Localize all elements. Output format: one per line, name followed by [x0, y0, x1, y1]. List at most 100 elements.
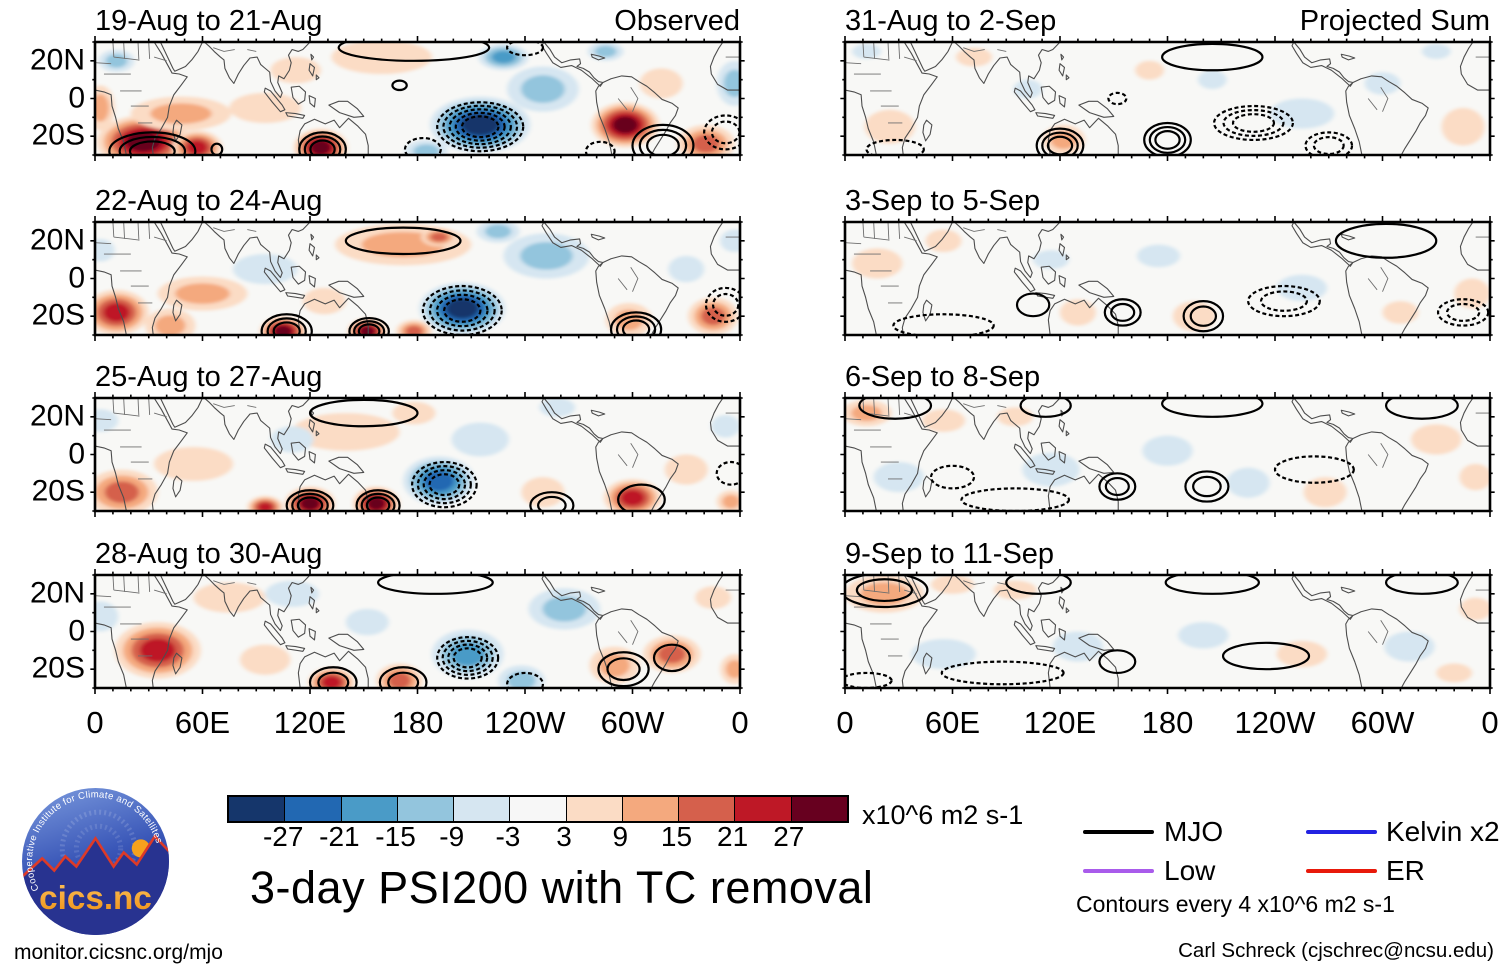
map-panel-proj-4: 9-Sep to 11-Sep [840, 538, 1495, 695]
legend-contour-note: Contours every 4 x10^6 m2 s-1 [1076, 891, 1395, 917]
axis-ticks [90, 35, 745, 162]
y-axis-labels: 20N 0 20S [3, 398, 85, 511]
contour-layer [841, 571, 1457, 688]
contour-layer [859, 390, 1457, 511]
colorbar-swatch [454, 797, 511, 821]
shading-layer [95, 222, 740, 335]
map-frame [95, 575, 740, 688]
figure-title: 3-day PSI200 with TC removal [250, 862, 874, 913]
contour-layer [287, 400, 746, 521]
panel-title: 28-Aug to 30-Aug [95, 538, 323, 570]
colorbar-swatch [735, 797, 792, 821]
footer-url: monitor.cicsnc.org/mjo [14, 941, 223, 964]
panel-title: 19-Aug to 21-Aug [95, 5, 323, 37]
panel-header: 25-Aug to 27-Aug [95, 360, 740, 394]
legend-label-kelvin: Kelvin x2 [1386, 816, 1500, 847]
y-tick-label: 0 [68, 436, 85, 470]
map-canvas [90, 568, 745, 695]
panel-header: 6-Sep to 8-Sep [845, 360, 1490, 394]
x-tick-label: 0 [731, 705, 749, 740]
map-frame [95, 398, 740, 511]
y-axis-labels: 20N 0 20S [3, 42, 85, 155]
x-tick-label: 60E [924, 705, 981, 740]
map-panel-obs-3: 25-Aug to 27-Aug 20N 0 20S [30, 361, 745, 518]
x-tick-label: 120E [1023, 705, 1097, 740]
coastlines [95, 222, 740, 335]
x-tick-label: 120W [484, 705, 566, 740]
map-canvas [90, 391, 745, 518]
colorbar-labels: -27 -21 -15 -9 -3 3 9 15 21 27 [227, 821, 845, 853]
panel-column-tag: Projected Sum [1299, 5, 1490, 37]
map-panel-proj-2: 3-Sep to 5-Sep [840, 185, 1495, 342]
legend-line-er [1306, 869, 1377, 873]
colorbar-swatch [791, 797, 847, 821]
map-frame [845, 222, 1490, 335]
y-tick-label: 20S [31, 651, 85, 685]
map-panel-proj-3: 6-Sep to 8-Sep [840, 361, 1495, 518]
map-panel-obs-1: 19-Aug to 21-Aug Observed 20N 0 20S [30, 5, 745, 162]
y-tick-label: 0 [68, 80, 85, 114]
colorbar-tick-label: 3 [556, 821, 572, 852]
axis-ticks [90, 215, 745, 342]
map-frame [95, 42, 740, 155]
y-tick-label: 0 [68, 260, 85, 294]
contour-layer [867, 44, 1353, 163]
coastlines [845, 42, 1490, 155]
cicsnc-logo: cics.nc Cooperative Institute for Climat… [22, 788, 169, 935]
map-canvas [840, 391, 1495, 518]
coastlines [845, 575, 1490, 688]
coastlines [95, 42, 740, 155]
axis-ticks [90, 568, 745, 695]
coastlines [95, 575, 740, 688]
contour-layer [109, 34, 747, 170]
x-tick-label: 60W [1350, 705, 1415, 740]
map-frame [845, 42, 1490, 155]
coastlines [845, 398, 1490, 511]
x-tick-label: 60E [174, 705, 231, 740]
colorbar-tick-label: 15 [660, 821, 693, 852]
map-background [845, 42, 1490, 155]
colorbar-tick-label: -3 [495, 821, 521, 852]
map-frame [845, 398, 1490, 511]
y-axis-labels: 20N 0 20S [3, 575, 85, 688]
footer-credit: Carl Schreck (cjschrec@ncsu.edu) [1178, 939, 1494, 962]
axis-ticks [840, 391, 1495, 518]
colorbar-swatch [397, 797, 455, 821]
panel-header: 9-Sep to 11-Sep [845, 537, 1490, 571]
map-canvas [840, 215, 1495, 342]
x-axis-left: 0 60E 120E 180 120W 60W 0 [86, 705, 748, 741]
map-canvas [840, 568, 1495, 695]
panel-title: 9-Sep to 11-Sep [845, 538, 1055, 570]
map-panel-proj-1: 31-Aug to 2-Sep Projected Sum [840, 5, 1495, 162]
map-panel-obs-2: 22-Aug to 24-Aug 20N 0 20S [30, 185, 745, 342]
colorbar-tick-label: 9 [612, 821, 629, 852]
axis-ticks [840, 215, 1495, 342]
panel-title: 22-Aug to 24-Aug [95, 185, 323, 217]
x-tick-label: 0 [1481, 705, 1499, 740]
x-tick-label: 120W [1234, 705, 1316, 740]
colorbar-swatch [622, 797, 680, 821]
axis-ticks [90, 391, 745, 518]
x-tick-label: 120E [273, 705, 347, 740]
axis-ticks [840, 568, 1495, 695]
y-tick-label: 20N [29, 399, 85, 433]
map-canvas [90, 35, 745, 162]
panel-column-tag: Observed [614, 5, 740, 37]
legend-line-kelvin [1306, 830, 1377, 834]
x-tick-label: 60W [600, 705, 665, 740]
y-tick-label: 20N [29, 576, 85, 610]
y-tick-label: 20S [31, 298, 85, 332]
y-tick-label: 20N [29, 223, 85, 257]
panel-header: 28-Aug to 30-Aug [95, 537, 740, 571]
axis-ticks [840, 35, 1495, 162]
shading-layer [845, 575, 1490, 683]
map-canvas [90, 215, 745, 342]
panel-header: 31-Aug to 2-Sep Projected Sum [845, 4, 1490, 38]
shading-layer [852, 43, 1485, 155]
y-tick-label: 20S [31, 474, 85, 508]
coastlines [95, 398, 740, 511]
legend-line-low [1083, 869, 1154, 873]
y-tick-label: 0 [68, 613, 85, 647]
legend-label-mjo: MJO [1164, 816, 1224, 847]
